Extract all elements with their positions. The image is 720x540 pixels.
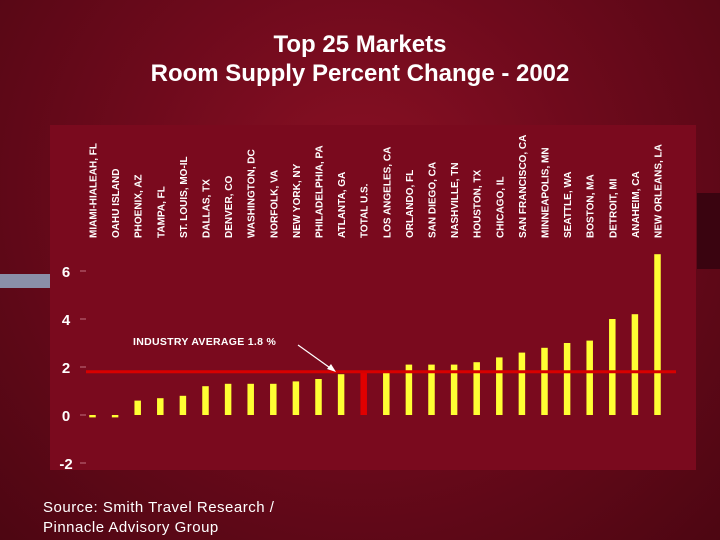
category-label: WASHINGTON, DC xyxy=(247,149,258,238)
category-label: ORLANDO, FL xyxy=(405,170,416,238)
category-label: DENVER, CO xyxy=(224,176,235,238)
category-label: ATLANTA, GA xyxy=(337,172,348,238)
bar xyxy=(405,364,413,415)
y-tick-label: 0 xyxy=(62,408,70,425)
average-annotation: INDUSTRY AVERAGE 1.8 % xyxy=(133,336,276,348)
bar xyxy=(360,371,367,415)
bar xyxy=(496,357,503,415)
category-label: ANAHEIM, CA xyxy=(631,171,642,238)
annotation-arrow-head xyxy=(327,364,336,372)
bar xyxy=(224,383,232,415)
category-label: NEW YORK, NY xyxy=(292,163,303,238)
bar xyxy=(247,383,254,415)
bar xyxy=(541,347,548,415)
y-tick-label: 4 xyxy=(62,312,71,329)
bar xyxy=(609,319,616,415)
chart-title: Top 25 Markets Room Supply Percent Chang… xyxy=(0,30,720,88)
bar xyxy=(586,340,593,415)
category-label: PHILADELPHIA, PA xyxy=(315,145,326,238)
category-label: MIAMI-HIALEAH, FL xyxy=(89,143,100,238)
category-label: PHOENIX, AZ xyxy=(134,174,145,238)
category-label: MINNEAPOLIS, MN xyxy=(541,147,552,238)
bar xyxy=(157,398,164,415)
category-label: NASHVILLE, TN xyxy=(450,162,461,238)
category-label: BOSTON, MA xyxy=(586,174,597,238)
bar xyxy=(654,254,661,415)
bar xyxy=(179,395,187,415)
category-label: DETROIT, MI xyxy=(608,178,619,238)
category-label: SEATTLE, WA xyxy=(563,172,574,238)
bar xyxy=(518,352,526,415)
category-label: TAMPA, FL xyxy=(156,186,167,238)
bar xyxy=(202,386,209,415)
bar xyxy=(383,371,390,415)
source-note: Source: Smith Travel Research / Pinnacle… xyxy=(43,498,274,538)
bar xyxy=(89,415,96,418)
bar xyxy=(563,343,571,415)
bar xyxy=(473,362,480,415)
y-tick-label: 6 xyxy=(62,264,70,281)
category-label: DALLAS, TX xyxy=(202,179,213,238)
bar xyxy=(450,364,458,415)
category-label: OAHU ISLAND xyxy=(111,169,122,238)
category-label: SAN DIEGO, CA xyxy=(428,162,439,238)
bar xyxy=(337,374,345,415)
category-label: TOTAL U.S. xyxy=(360,183,371,238)
title-line-2: Room Supply Percent Change - 2002 xyxy=(150,60,570,87)
bar xyxy=(134,400,141,415)
bar xyxy=(270,383,277,415)
source-line-1: Source: Smith Travel Research / xyxy=(43,499,275,516)
bar xyxy=(428,364,435,415)
category-label: NORFOLK, VA xyxy=(269,170,280,238)
category-label: LOS ANGELES, CA xyxy=(382,147,393,238)
bar xyxy=(631,314,639,415)
category-label: NEW ORLEANS, LA xyxy=(654,144,665,238)
source-line-2: Pinnacle Advisory Group xyxy=(43,519,219,536)
category-label: HOUSTON, TX xyxy=(473,170,484,238)
bar xyxy=(111,415,119,418)
bar xyxy=(292,381,300,415)
category-label: SAN FRANCISCO, CA xyxy=(518,135,529,238)
category-label: ST. LOUIS, MO-IL xyxy=(179,156,190,238)
y-tick-label: -2 xyxy=(59,456,72,473)
y-tick-label: 2 xyxy=(62,360,70,377)
bar xyxy=(315,379,322,415)
left-accent-bar xyxy=(0,274,50,288)
title-line-1: Top 25 Markets xyxy=(273,31,447,58)
annotation-arrow-line xyxy=(297,344,334,371)
category-label: CHICAGO, IL xyxy=(495,176,506,238)
right-accent-block xyxy=(697,193,720,269)
